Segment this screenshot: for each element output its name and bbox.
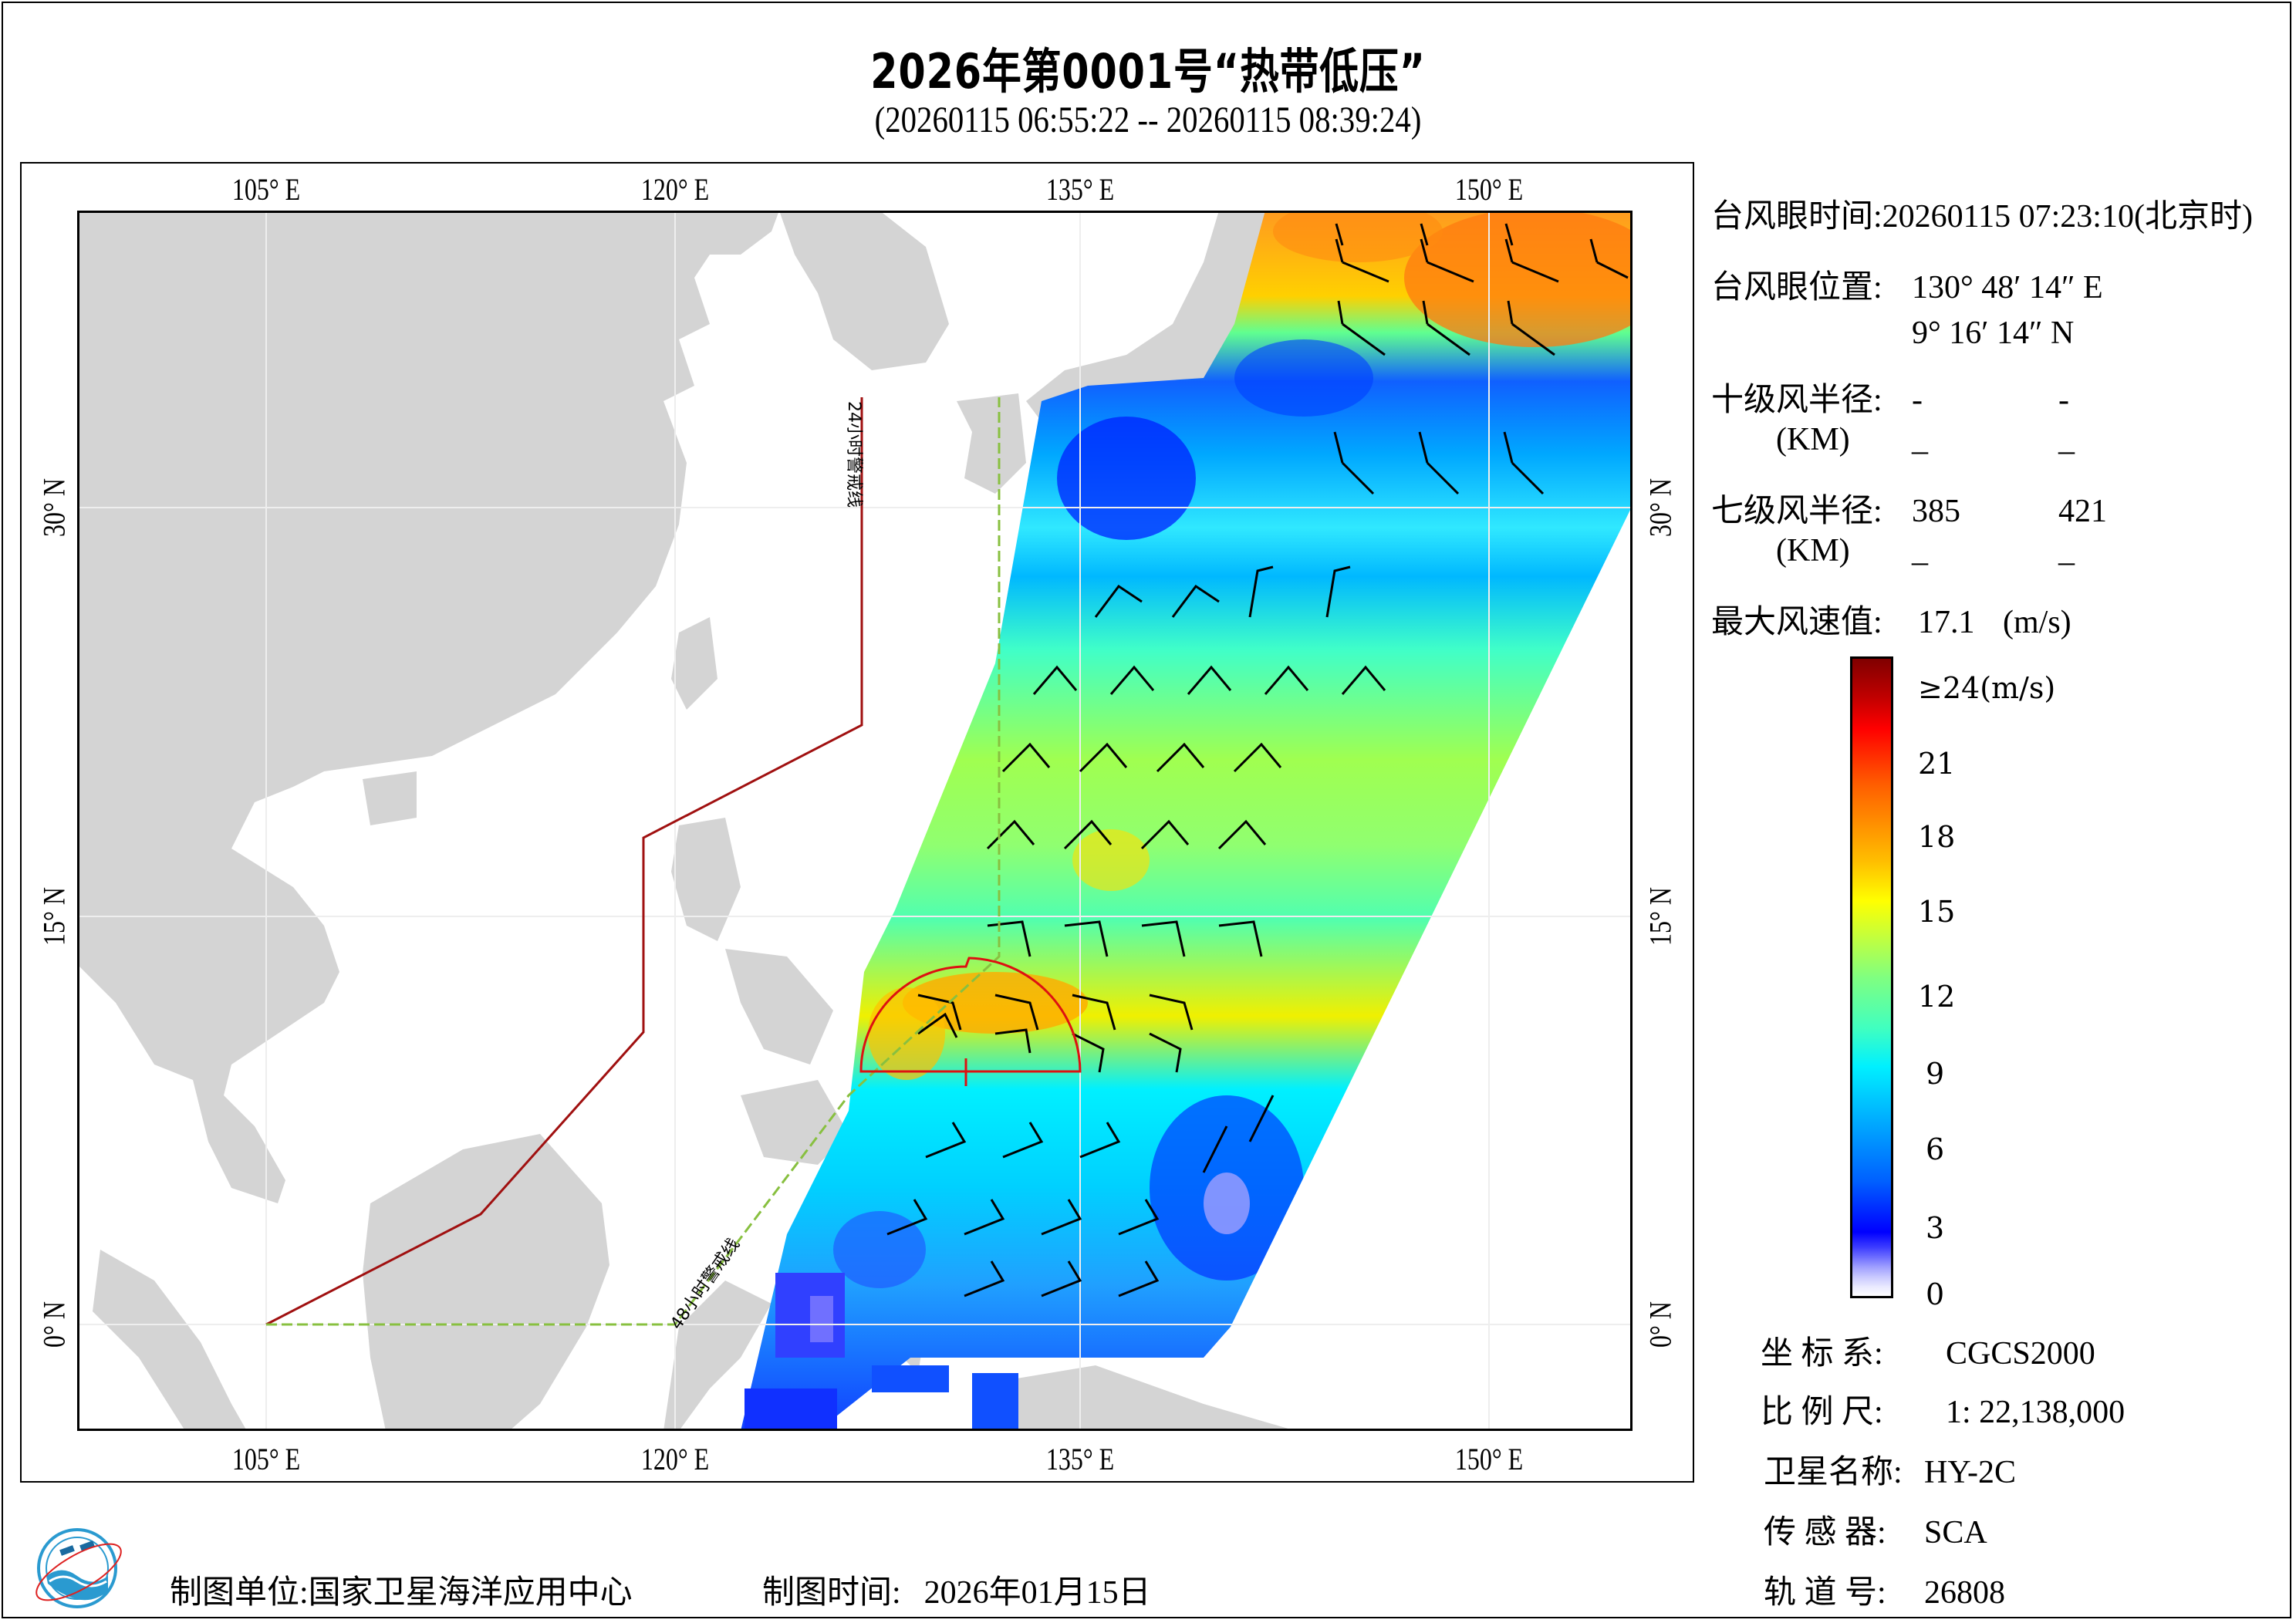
lon-label-bottom-105: 105° E <box>231 1442 301 1476</box>
lat-label-left-15: 15° N <box>36 887 72 946</box>
satellite-label: 卫星名称: <box>1764 1455 1903 1490</box>
eye-lat-value: 9° 16′ 14″ N <box>1912 315 2075 351</box>
wind-speed-swath <box>741 213 1630 1429</box>
r7-west-2: _ <box>1912 533 1928 569</box>
satellite-value: HY-2C <box>1924 1455 2017 1490</box>
warning-line-48h <box>266 397 1001 1326</box>
map-date-row: 制图时间: 2026年01月15日 <box>762 1566 1151 1613</box>
eye-time-row: 台风眼时间:20260115 07:23:10(北京时) <box>1711 190 2253 237</box>
r10-row: 十级风半径: - - <box>1711 373 2069 420</box>
r7-unit-row: (KM) _ _ <box>1711 532 2075 569</box>
lat-label-right-15: 15° N <box>1643 887 1678 946</box>
r7-row: 七级风半径: 385 421 <box>1711 484 2107 531</box>
lon-label-bottom-135: 135° E <box>1045 1442 1115 1476</box>
lat-label-right-0: 0° N <box>1643 1301 1678 1348</box>
lat-label-left-30: 30° N <box>36 478 72 537</box>
crs-value: CGCS2000 <box>1946 1336 2095 1372</box>
crs-label: 坐 标 系: <box>1761 1336 1883 1372</box>
sensor-row: 传 感 器: SCA <box>1764 1506 1987 1553</box>
warning-line-24h-label: 24小时警戒线 <box>844 401 863 508</box>
max-wind-value: 17.1 <box>1918 605 1975 640</box>
wind-barbs <box>886 223 1629 1297</box>
r7-unit: (KM) <box>1776 533 1850 569</box>
satellite-row: 卫星名称: HY-2C <box>1764 1446 2016 1493</box>
sensor-value: SCA <box>1924 1515 1987 1550</box>
eye-lon-value: 130° 48′ 14″ E <box>1912 270 2103 305</box>
orbit-row: 轨 道 号: 26808 <box>1764 1566 2005 1613</box>
map-frame <box>20 162 1694 1483</box>
r7-west: 385 <box>1912 494 1960 529</box>
warning-line-24h <box>265 397 863 1326</box>
max-wind-unit: (m/s) <box>2003 605 2071 640</box>
lat-label-left-0: 0° N <box>36 1301 72 1348</box>
wind-radius-7-outline <box>859 957 1082 1073</box>
r10-west: - <box>1912 383 1923 418</box>
wind-field-map[interactable]: 24小时警戒线 48小时警戒线 <box>77 211 1633 1431</box>
r10-unit: (KM) <box>1776 422 1850 457</box>
producer-row: 制图单位:国家卫星海洋应用中心 <box>170 1566 633 1613</box>
colorbar-tick-12: 12 <box>1918 980 1956 1014</box>
producer-value: 国家卫星海洋应用中心 <box>308 1575 633 1611</box>
map-subtitle-time-range: (20260115 06:55:22 -- 20260115 08:39:24) <box>874 100 1422 140</box>
colorbar-tick-9: 9 <box>1926 1057 1945 1091</box>
lon-label-top-120: 120° E <box>640 172 710 207</box>
lon-label-bottom-120: 120° E <box>640 1442 710 1476</box>
r10-unit-row: (KM) _ _ <box>1711 421 2075 458</box>
eye-position-row: 台风眼位置: 130° 48′ 14″ E <box>1711 261 2103 308</box>
lon-label-bottom-150: 150° E <box>1454 1442 1524 1476</box>
r7-label: 七级风半径: <box>1711 494 1882 529</box>
scale-row: 比 例 尺: 1: 22,138,000 <box>1761 1385 2125 1432</box>
scale-label: 比 例 尺: <box>1761 1395 1883 1430</box>
wind-speed-colorbar <box>1850 656 1893 1298</box>
sensor-label: 传 感 器: <box>1764 1515 1886 1550</box>
wind-speed-patches <box>745 1273 1018 1429</box>
orbit-label: 轨 道 号: <box>1764 1575 1886 1611</box>
eye-position-label: 台风眼位置: <box>1711 270 1882 305</box>
lon-label-top-150: 150° E <box>1454 172 1524 207</box>
nsoas-logo-icon <box>31 1518 131 1618</box>
colorbar-tick-24: ≥24(m/s) <box>1918 671 2056 705</box>
r7-east-2: _ <box>2058 533 2075 569</box>
r10-west-2: _ <box>1912 422 1928 457</box>
r10-east: - <box>2058 383 2069 418</box>
crs-row: 坐 标 系: CGCS2000 <box>1761 1327 2095 1374</box>
producer-label: 制图单位: <box>170 1575 309 1611</box>
lon-label-top-135: 135° E <box>1045 172 1115 207</box>
orbit-value: 26808 <box>1924 1575 2005 1611</box>
lat-label-right-30: 30° N <box>1643 478 1678 537</box>
colorbar-tick-6: 6 <box>1926 1132 1945 1166</box>
map-date-label: 制图时间: <box>762 1575 901 1611</box>
land-layer <box>79 213 1288 1429</box>
max-wind-label: 最大风速值: <box>1711 605 1882 640</box>
eye-time-label: 台风眼时间: <box>1711 199 1882 235</box>
max-wind-row: 最大风速值: 17.1 (m/s) <box>1711 596 2071 643</box>
colorbar-tick-18: 18 <box>1918 820 1956 854</box>
colorbar-tick-15: 15 <box>1918 895 1956 929</box>
colorbar-tick-3: 3 <box>1926 1211 1945 1245</box>
colorbar-tick-0: 0 <box>1926 1277 1945 1311</box>
r7-east: 421 <box>2058 494 2107 529</box>
r10-east-2: _ <box>2058 422 2075 457</box>
eye-time-value: 20260115 07:23:10(北京时) <box>1882 199 2253 235</box>
map-date-value: 2026年01月15日 <box>923 1575 1151 1611</box>
lon-label-top-105: 105° E <box>231 172 301 207</box>
r10-label: 十级风半径: <box>1711 383 1882 418</box>
scale-value: 1: 22,138,000 <box>1946 1395 2125 1430</box>
map-title: 2026年第0001号“热带低压” <box>870 43 1426 100</box>
colorbar-tick-21: 21 <box>1918 747 1956 781</box>
